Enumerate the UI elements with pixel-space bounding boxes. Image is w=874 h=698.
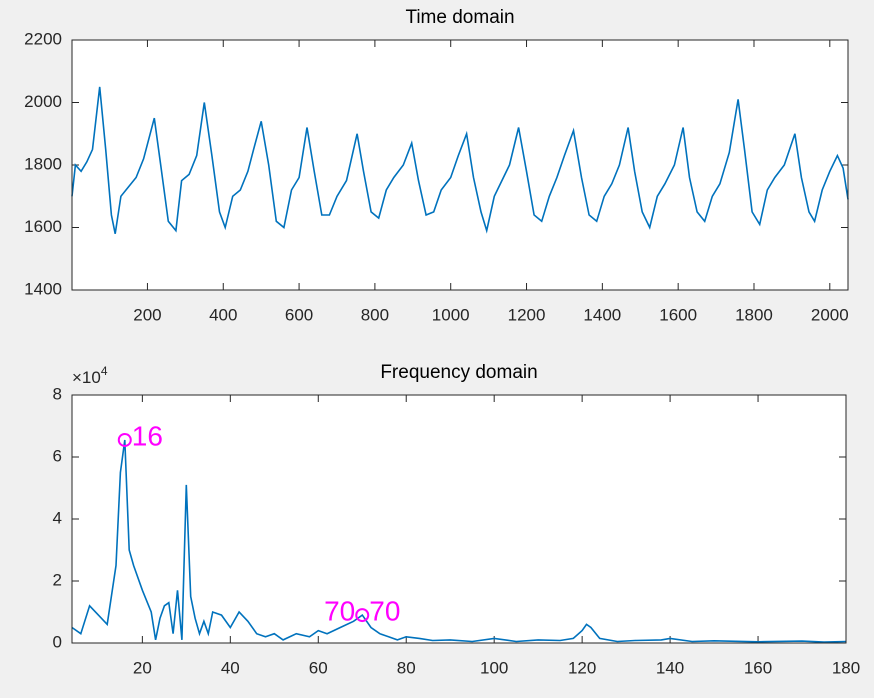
y-tick-label: 0	[53, 632, 62, 651]
x-tick-label: 1000	[432, 305, 470, 324]
x-tick-label: 1200	[508, 305, 546, 324]
x-tick-label: 200	[133, 305, 161, 324]
x-tick-label: 400	[209, 305, 237, 324]
y-tick-label: 2	[53, 570, 62, 589]
x-tick-label: 800	[361, 305, 389, 324]
annotation-marker	[355, 608, 370, 623]
x-tick-label: 1400	[583, 305, 621, 324]
x-tick-label: 140	[656, 658, 684, 677]
y-tick-label: 1600	[24, 217, 62, 236]
x-tick-label: 40	[221, 658, 240, 677]
y-tick-label: 2200	[24, 29, 62, 48]
plot-frame	[71, 39, 849, 291]
x-tick-label: 180	[832, 658, 860, 677]
x-tick-label: 80	[397, 658, 416, 677]
annotation-label: 70	[369, 595, 400, 626]
x-tick-label: 600	[285, 305, 313, 324]
signal-line	[71, 439, 847, 643]
annotation-label: 16	[132, 420, 163, 451]
x-tick-label: 60	[309, 658, 328, 677]
x-tick-label: 1600	[659, 305, 697, 324]
annotation-label: 70	[324, 595, 355, 626]
plot-frame	[71, 394, 847, 644]
x-tick-label: 100	[480, 658, 508, 677]
y-multiplier: ×104	[72, 364, 108, 387]
chart-title: Frequency domain	[380, 362, 537, 383]
x-tick-label: 2000	[811, 305, 849, 324]
y-tick-label: 1800	[24, 154, 62, 173]
y-multiplier-exponent: 4	[101, 364, 108, 378]
y-tick-label: 6	[53, 446, 62, 465]
y-tick-label: 2000	[24, 92, 62, 111]
x-tick-label: 1800	[735, 305, 773, 324]
annotation-marker	[117, 432, 132, 447]
chart-title: Time domain	[405, 7, 514, 28]
plot-area	[72, 40, 848, 290]
x-tick-label: 20	[133, 658, 152, 677]
y-tick-label: 1400	[24, 279, 62, 298]
plot-area	[72, 395, 846, 643]
y-multiplier-base: ×10	[72, 368, 101, 387]
y-tick-label: 8	[53, 384, 62, 403]
x-tick-label: 120	[568, 658, 596, 677]
y-tick-label: 4	[53, 508, 62, 527]
signal-line	[71, 86, 849, 234]
x-tick-label: 160	[744, 658, 772, 677]
